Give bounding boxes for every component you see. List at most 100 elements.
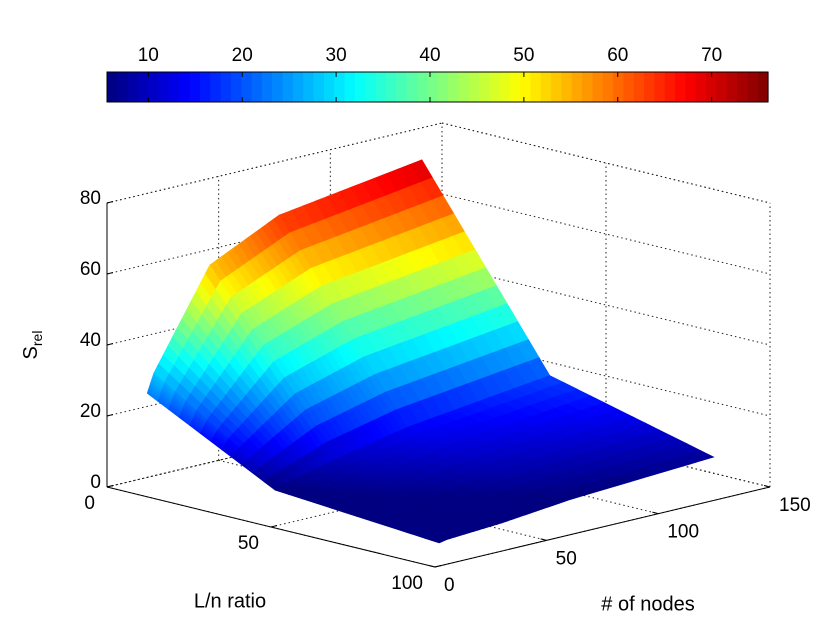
x-axis-label: L/n ratio [194, 590, 266, 612]
colorbar-segment [675, 72, 686, 102]
colorbar-segment [354, 72, 366, 102]
y-tick-label: 0 [444, 575, 455, 596]
y-tick-label: 50 [556, 548, 577, 569]
z-label-main: S [20, 346, 42, 359]
colorbar-segment [695, 72, 707, 102]
colorbar-segment [189, 72, 201, 102]
colorbar-segment [447, 72, 459, 102]
tick-mark [106, 201, 114, 204]
colorbar-segment [530, 72, 542, 102]
colorbar-segment [499, 72, 511, 102]
colorbar-segment [551, 72, 563, 102]
colorbar-segment [582, 72, 594, 102]
colorbar-segment [478, 72, 490, 102]
tick-mark [763, 485, 771, 488]
colorbar-segment [220, 72, 232, 102]
tick-mark [652, 511, 659, 515]
colorbar-segment [396, 72, 408, 102]
colorbar-segment [706, 72, 717, 102]
colorbar-segment [468, 72, 480, 102]
colorbar-tick-label: 30 [326, 45, 347, 66]
colorbar-tick-label: 70 [701, 45, 722, 66]
colorbar-segment [571, 72, 583, 102]
colorbar-segment [375, 72, 387, 102]
tick-mark [434, 565, 442, 568]
colorbar-segment [251, 72, 263, 102]
colorbar-segment [406, 72, 418, 102]
colorbar-segment [602, 72, 614, 102]
tick-mark [106, 272, 114, 275]
colorbar-segment [313, 72, 325, 102]
colorbar-segment [107, 72, 118, 102]
colorbar-segment [127, 72, 139, 102]
colorbar-segment [323, 72, 335, 102]
z-tick-label: 80 [80, 188, 101, 209]
colorbar-segment [230, 72, 242, 102]
colorbar-tick-label: 40 [419, 45, 440, 66]
colorbar-segment [179, 72, 191, 102]
z-tick-label: 60 [80, 259, 101, 280]
colorbar-segment [633, 72, 645, 102]
colorbar-segment [241, 72, 253, 102]
colorbar-segment [757, 72, 769, 102]
y-tick-label: 100 [667, 522, 699, 543]
x-tick-label: 0 [84, 493, 95, 514]
tick-mark [106, 414, 114, 417]
colorbar-segment [199, 72, 211, 102]
colorbar-segment [158, 72, 170, 102]
z-tick-label: 20 [80, 401, 101, 422]
tick-mark [106, 343, 114, 346]
colorbar-segment [292, 72, 304, 102]
z-axis-label: Srel [20, 331, 44, 360]
z-label-subscript: rel [29, 331, 45, 347]
colorbar-segment [509, 72, 521, 102]
colorbar-segment [613, 72, 625, 102]
colorbar-segment [623, 72, 635, 102]
colorbar-segment [427, 72, 439, 102]
y-axis-label: # of nodes [601, 593, 694, 615]
colorbar-segment [261, 72, 273, 102]
colorbar-segment [747, 72, 759, 102]
colorbar-segment [416, 72, 428, 102]
surface-patch [424, 537, 441, 544]
colorbar-segment [737, 72, 748, 102]
colorbar-segment [272, 72, 284, 102]
x-tick-label: 50 [238, 533, 259, 554]
colorbar-segment [117, 72, 129, 102]
colorbar-segment [644, 72, 655, 102]
colorbar-segment [561, 72, 573, 102]
colorbar-segment [168, 72, 180, 102]
z-tick-label: 40 [80, 330, 101, 351]
colorbar-segment [437, 72, 449, 102]
tick-mark [428, 565, 436, 568]
colorbar-segment [458, 72, 470, 102]
tick-mark [270, 525, 278, 528]
colorbar-tick-label: 10 [138, 45, 159, 66]
colorbar-frame [106, 71, 769, 103]
colorbar-segment [344, 72, 356, 102]
colorbar-tick-label: 50 [513, 45, 534, 66]
colorbar-segment [210, 72, 222, 102]
colorbar-segment [716, 72, 728, 102]
tick-mark [106, 485, 114, 488]
y-tick-label: 150 [779, 495, 811, 516]
colorbar-segment [148, 72, 160, 102]
colorbar-segment [520, 72, 532, 102]
colorbar-segment [540, 72, 552, 102]
z-tick-label: 0 [90, 472, 101, 493]
colorbar-segment [385, 72, 397, 102]
colorbar-segment [334, 72, 346, 102]
colorbar-segment [685, 72, 697, 102]
colorbar-segment [592, 72, 604, 102]
colorbar-segment [365, 72, 377, 102]
colorbar-segment [726, 72, 738, 102]
colorbar-segment [137, 72, 149, 102]
colorbar-segment [303, 72, 315, 102]
y-axis [434, 486, 771, 568]
colorbar-segment [282, 72, 294, 102]
colorbar-tick-label: 60 [607, 45, 628, 66]
colorbar-segment [489, 72, 501, 102]
tick-mark [540, 538, 547, 541]
